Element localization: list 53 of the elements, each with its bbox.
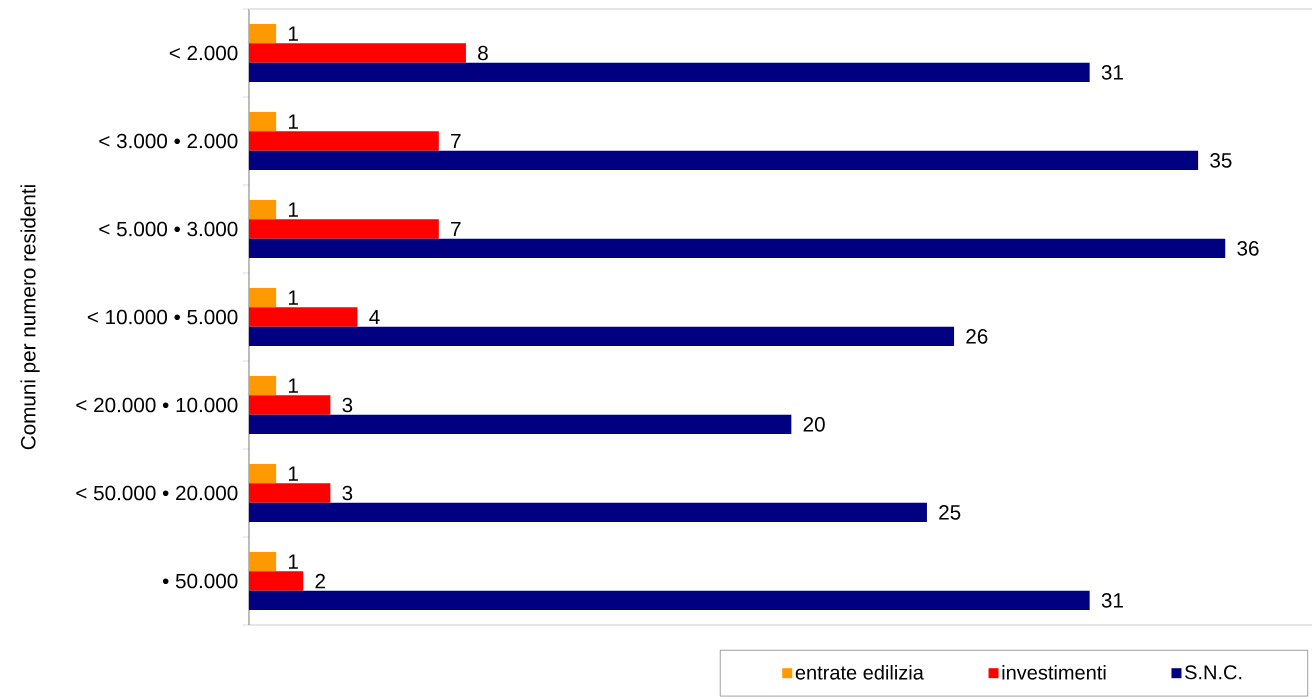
data-label: 36 [1237, 241, 1259, 256]
data-label: 7 [451, 221, 461, 237]
bar [249, 375, 277, 396]
data-label: 7 [451, 133, 461, 149]
bar [249, 326, 955, 347]
data-label: 1 [288, 26, 298, 41]
data-label: 2 [315, 573, 325, 589]
bar [249, 551, 277, 572]
legend-label: investimenti [1002, 664, 1106, 680]
bar [249, 395, 331, 415]
y-tick-label: < 2.000 [169, 45, 238, 61]
bar [249, 238, 1226, 259]
bar [249, 219, 439, 239]
bar [249, 502, 927, 523]
bar [249, 23, 277, 44]
bar [249, 199, 277, 220]
bar [249, 150, 1199, 171]
bar [249, 307, 358, 327]
bar [249, 571, 304, 591]
bar [249, 111, 277, 132]
y-tick-label: < 10.000 • 5.000 [87, 309, 238, 325]
legend-label: entrate edilizia [795, 664, 924, 680]
data-label: 1 [288, 290, 298, 305]
legend-label: S.N.C. [1185, 665, 1242, 680]
data-label: 8 [478, 45, 488, 61]
data-label: 35 [1210, 153, 1232, 168]
data-label: 1 [288, 466, 298, 481]
bar [249, 414, 792, 435]
bar [249, 590, 1090, 611]
y-tick-label: • 50.000 [162, 573, 238, 589]
data-label: 1 [288, 202, 298, 217]
bar [249, 131, 439, 151]
bar [249, 43, 466, 63]
data-label: 26 [966, 329, 988, 344]
bar [249, 463, 277, 484]
data-label: 31 [1101, 593, 1123, 608]
data-label: 1 [288, 114, 298, 129]
bar [249, 483, 331, 503]
y-tick-label: < 3.000 • 2.000 [99, 133, 238, 149]
data-label: 4 [369, 309, 380, 325]
bar [249, 287, 277, 308]
y-axis-title: Comuni per numero residenti [20, 185, 40, 450]
data-label: 1 [288, 378, 298, 393]
y-tick-label: < 20.000 • 10.000 [76, 397, 238, 413]
data-label: 3 [342, 485, 353, 501]
data-label: 1 [288, 554, 298, 569]
data-label: 31 [1101, 65, 1123, 80]
y-tick-label: < 5.000 • 3.000 [99, 221, 238, 237]
y-tick-label: < 50.000 • 20.000 [76, 485, 238, 501]
bar [249, 62, 1090, 83]
data-label: 25 [939, 505, 961, 520]
data-label: 20 [803, 417, 825, 432]
data-label: 3 [342, 397, 353, 413]
